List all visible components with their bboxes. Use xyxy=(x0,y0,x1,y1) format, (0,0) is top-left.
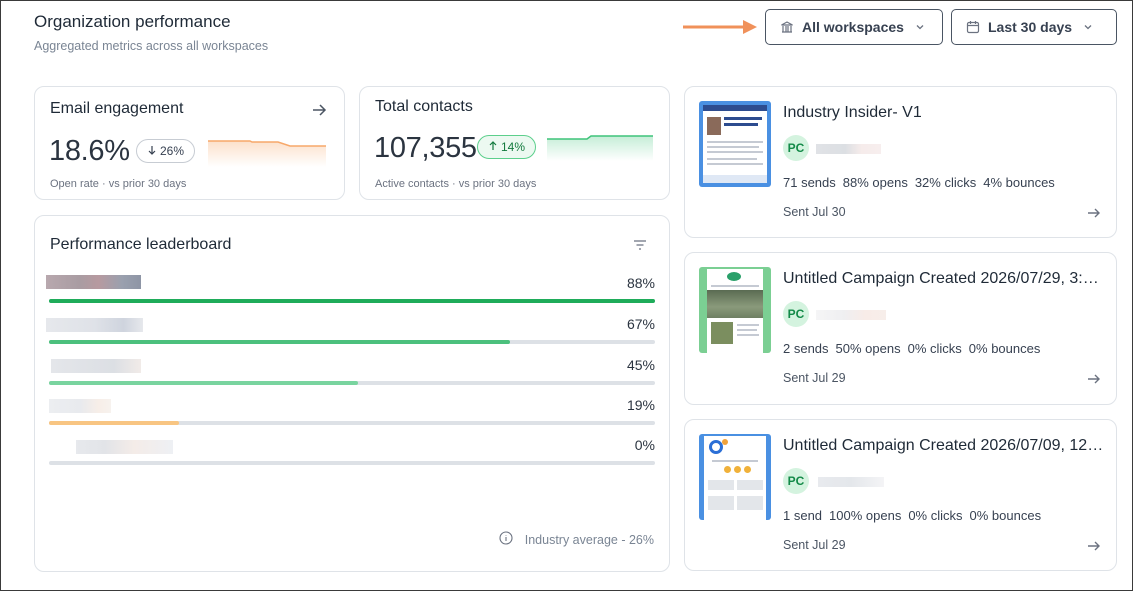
blurred-name xyxy=(46,318,143,332)
campaign-card[interactable]: Industry Insider- V1 PC 71 sends 88% ope… xyxy=(684,86,1117,238)
chevron-down-icon xyxy=(1082,21,1094,33)
performance-leaderboard-card: Performance leaderboard 88% 67% 45% 19% … xyxy=(34,215,670,572)
campaign-card[interactable]: Untitled Campaign Created 2026/07/29, 3:… xyxy=(684,252,1117,405)
campaign-opens: 50% opens xyxy=(835,341,901,356)
blurred-sender xyxy=(816,144,881,154)
blurred-name xyxy=(46,275,141,289)
blurred-sender xyxy=(816,310,886,320)
campaign-clicks: 32% clicks xyxy=(914,175,977,190)
workspaces-dropdown[interactable]: All workspaces xyxy=(765,9,943,45)
blurred-name xyxy=(49,399,111,413)
page-title: Organization performance xyxy=(34,12,231,31)
campaign-thumbnail xyxy=(699,101,771,187)
campaign-opens: 88% opens xyxy=(842,175,908,190)
avatar: PC xyxy=(783,135,809,161)
total-contacts-sparkline xyxy=(547,135,653,161)
avatar: PC xyxy=(783,301,809,327)
blurred-name xyxy=(51,359,141,373)
industry-average: Industry average - 26% xyxy=(499,531,654,548)
total-contacts-title: Total contacts xyxy=(375,98,473,115)
campaign-bounces: 0% bounces xyxy=(969,508,1042,523)
campaign-date: Sent Jul 29 xyxy=(783,538,846,552)
campaign-date: Sent Jul 30 xyxy=(783,205,846,219)
industry-average-text: Industry average - 26% xyxy=(524,532,654,547)
email-engagement-title: Email engagement xyxy=(50,100,184,117)
leaderboard-bar-track xyxy=(49,299,655,303)
leaderboard-pct: 19% xyxy=(626,397,655,413)
campaign-date: Sent Jul 29 xyxy=(783,371,846,385)
annotation-arrow-icon xyxy=(683,20,757,34)
campaign-title: Industry Insider- V1 xyxy=(783,104,922,121)
leaderboard-pct: 67% xyxy=(626,316,655,332)
email-engagement-value: 18.6% xyxy=(49,135,130,167)
campaign-title: Untitled Campaign Created 2026/07/29, 3:… xyxy=(783,270,1099,287)
leaderboard-pct: 88% xyxy=(626,275,655,291)
total-contacts-value: 107,355 xyxy=(374,132,477,164)
campaign-stats: 1 send 100% opens 0% clicks 0% bounces xyxy=(783,508,1041,523)
chevron-down-icon xyxy=(914,21,926,33)
email-engagement-change: 26% xyxy=(160,144,185,158)
period-label: Last 30 days xyxy=(988,19,1073,35)
period-dropdown[interactable]: Last 30 days xyxy=(951,9,1117,45)
arrow-right-icon[interactable] xyxy=(1086,205,1102,226)
email-engagement-card[interactable]: Email engagement 18.6% 26% Open rate · v… xyxy=(34,86,345,200)
total-contacts-card[interactable]: Total contacts 107,355 14% Active contac… xyxy=(359,86,670,200)
leaderboard-pct: 0% xyxy=(634,437,655,453)
campaign-opens: 100% opens xyxy=(829,508,902,523)
leaderboard-pct: 45% xyxy=(626,357,655,373)
blurred-name xyxy=(76,440,173,454)
arrow-right-icon[interactable] xyxy=(310,101,328,124)
total-contacts-change: 14% xyxy=(501,140,526,154)
workspaces-label: All workspaces xyxy=(802,19,904,35)
leaderboard-bar-track xyxy=(49,340,655,344)
campaign-stats: 71 sends 88% opens 32% clicks 4% bounces xyxy=(783,175,1055,190)
campaign-card[interactable]: Untitled Campaign Created 2026/07/09, 12… xyxy=(684,419,1117,571)
campaign-clicks: 0% clicks xyxy=(907,341,962,356)
page-subtitle: Aggregated metrics across all workspaces xyxy=(34,39,269,53)
campaign-thumbnail xyxy=(699,434,771,520)
leaderboard-bar-fill xyxy=(49,340,510,344)
calendar-icon xyxy=(966,20,980,34)
leaderboard-bar-fill xyxy=(49,421,180,425)
campaign-bounces: 0% bounces xyxy=(968,341,1041,356)
total-contacts-footnote: Active contacts · vs prior 30 days xyxy=(375,178,537,190)
arrow-right-icon[interactable] xyxy=(1086,371,1102,392)
leaderboard-bar-track xyxy=(49,461,655,465)
info-icon[interactable] xyxy=(499,531,513,548)
campaign-title: Untitled Campaign Created 2026/07/09, 12… xyxy=(783,437,1104,454)
campaign-bounces: 4% bounces xyxy=(983,175,1055,190)
arrow-right-icon[interactable] xyxy=(1086,538,1102,559)
building-icon xyxy=(780,20,794,34)
campaign-sends: 71 sends xyxy=(783,175,836,190)
email-engagement-change-badge: 26% xyxy=(136,139,196,163)
leaderboard-bar-track xyxy=(49,421,655,425)
filter-icon[interactable] xyxy=(633,238,647,256)
campaign-thumbnail xyxy=(699,267,771,353)
arrow-up-icon xyxy=(488,140,498,154)
avatar: PC xyxy=(783,468,809,494)
leaderboard-bar-fill xyxy=(49,381,359,385)
campaign-sends: 1 send xyxy=(783,508,823,523)
arrow-down-icon xyxy=(147,144,157,158)
email-engagement-footnote: Open rate · vs prior 30 days xyxy=(50,178,187,190)
leaderboard-bar-fill xyxy=(49,299,655,303)
leaderboard-title: Performance leaderboard xyxy=(50,236,232,253)
campaign-clicks: 0% clicks xyxy=(908,508,963,523)
total-contacts-change-badge: 14% xyxy=(477,135,537,159)
blurred-sender xyxy=(818,477,884,487)
campaign-sends: 2 sends xyxy=(783,341,829,356)
leaderboard-bar-track xyxy=(49,381,655,385)
email-engagement-sparkline xyxy=(208,140,326,167)
campaign-stats: 2 sends 50% opens 0% clicks 0% bounces xyxy=(783,341,1040,356)
